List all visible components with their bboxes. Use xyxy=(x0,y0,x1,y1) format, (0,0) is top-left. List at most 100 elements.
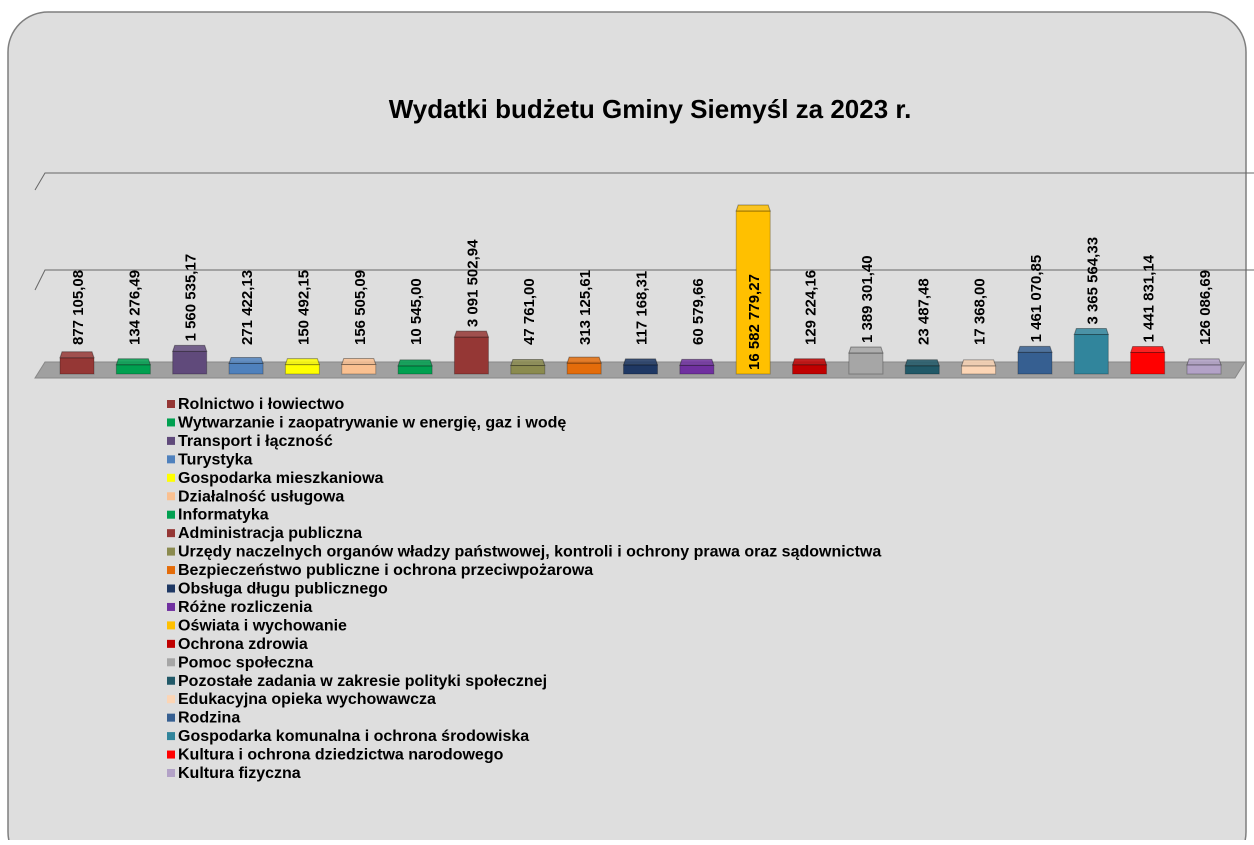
bar xyxy=(172,350,208,375)
data-label: 271 422,13 xyxy=(239,270,256,345)
bar-top xyxy=(172,344,208,352)
data-label: 3 091 502,94 xyxy=(464,239,481,327)
bar-top xyxy=(1129,346,1166,354)
legend-label: Różne rozliczenia xyxy=(178,599,312,616)
bar-top xyxy=(397,359,433,367)
data-label: 156 505,09 xyxy=(352,270,369,345)
bar xyxy=(961,365,997,375)
legend-label: Kultura fizyczna xyxy=(178,765,301,782)
back-wall xyxy=(34,172,1254,191)
legend-swatch xyxy=(167,695,175,704)
chart-title: Wydatki budżetu Gminy Siemyśl za 2023 r. xyxy=(389,94,912,124)
data-label: 1 441 831,14 xyxy=(1141,254,1158,342)
legend-swatch xyxy=(167,639,175,648)
legend-label: Urzędy naczelnych organów władzy państwo… xyxy=(178,544,881,561)
bar-top xyxy=(960,359,997,367)
data-label: 60 579,66 xyxy=(690,278,707,345)
bar xyxy=(59,357,95,375)
bar-top xyxy=(791,358,828,366)
legend-label: Transport i łączność xyxy=(178,433,333,450)
legend-swatch xyxy=(167,602,175,611)
bar xyxy=(1130,352,1166,375)
bar xyxy=(566,362,602,375)
data-label: 1 389 301,40 xyxy=(859,255,876,343)
bar-top xyxy=(679,358,715,366)
legend-swatch xyxy=(167,529,175,538)
legend-swatch xyxy=(167,732,175,741)
legend-label: Działalność usługowa xyxy=(178,488,344,505)
bar xyxy=(623,364,658,375)
panel xyxy=(7,11,1247,845)
bar xyxy=(1017,351,1053,375)
bar-top xyxy=(735,204,771,212)
legend-swatch xyxy=(167,658,175,667)
legend-label: Gospodarka komunalna i ochrona środowisk… xyxy=(178,728,529,745)
data-label: 877 105,08 xyxy=(70,270,87,345)
bar xyxy=(1186,364,1222,375)
legend-swatch xyxy=(167,510,175,519)
bar xyxy=(792,364,828,375)
legend-swatch xyxy=(167,455,175,464)
bar-top xyxy=(566,356,602,364)
bar-top xyxy=(510,359,546,367)
data-label: 3 365 564,33 xyxy=(1084,237,1101,325)
data-label: 126 086,69 xyxy=(1197,270,1214,345)
bar-top xyxy=(284,358,321,366)
bar-top xyxy=(904,359,940,367)
data-label: 16 582 779,27 xyxy=(746,274,763,370)
legend-swatch xyxy=(167,566,175,575)
data-label: 17 368,00 xyxy=(972,278,989,345)
legend-label: Turystyka xyxy=(178,451,253,468)
legend-label: Pomoc społeczna xyxy=(178,654,313,671)
bar xyxy=(453,336,489,375)
legend-swatch xyxy=(167,713,175,722)
legend-swatch xyxy=(167,473,175,482)
data-label: 1 560 535,17 xyxy=(183,254,200,342)
legend-label: Edukacyjna opieka wychowawcza xyxy=(178,691,436,708)
data-label: 1 461 070,85 xyxy=(1028,255,1045,343)
legend-label: Bezpieczeństwo publiczne i ochrona przec… xyxy=(178,562,593,579)
bar xyxy=(848,352,884,375)
data-label: 313 125,61 xyxy=(577,270,594,345)
data-label: 129 224,16 xyxy=(803,270,820,345)
legend-label: Ochrona zdrowia xyxy=(178,636,308,653)
legend-swatch xyxy=(167,418,175,427)
bar-top xyxy=(1017,345,1053,353)
legend-label: Administracja publiczna xyxy=(178,525,362,542)
legend-swatch xyxy=(167,750,175,759)
legend-swatch xyxy=(167,436,175,445)
bar xyxy=(1073,334,1109,375)
bar-top xyxy=(848,346,884,354)
legend-swatch xyxy=(167,621,175,630)
bar xyxy=(397,365,433,375)
legend-label: Rodzina xyxy=(178,710,240,727)
data-label: 134 276,49 xyxy=(126,270,143,345)
data-label: 150 492,15 xyxy=(295,270,312,345)
legend-label: Rolnictwo i łowiectwo xyxy=(178,396,344,413)
bar-top xyxy=(1186,358,1222,366)
data-label: 117 168,31 xyxy=(634,271,651,345)
legend-swatch xyxy=(167,547,175,556)
bar xyxy=(904,365,940,375)
bar xyxy=(679,364,715,375)
bar-top xyxy=(341,358,377,366)
legend-swatch xyxy=(167,492,175,501)
bar xyxy=(510,365,546,375)
bar xyxy=(341,364,377,375)
bar-top xyxy=(59,351,95,359)
data-label: 23 487,48 xyxy=(915,278,932,345)
data-label: 47 761,00 xyxy=(521,278,538,345)
back-wall xyxy=(34,269,1254,291)
bar-top xyxy=(1073,328,1109,336)
legend-swatch xyxy=(167,769,175,777)
data-label: 10 545,00 xyxy=(408,278,425,345)
bar xyxy=(115,364,151,375)
legend-label: Pozostałe zadania w zakresie polityki sp… xyxy=(178,673,547,690)
legend-swatch xyxy=(167,584,175,593)
bar xyxy=(284,364,320,375)
legend-label: Gospodarka mieszkaniowa xyxy=(178,470,384,487)
bar-top xyxy=(453,330,490,338)
bar xyxy=(228,362,264,375)
legend-label: Informatyka xyxy=(178,507,269,524)
bar-top xyxy=(228,356,264,364)
